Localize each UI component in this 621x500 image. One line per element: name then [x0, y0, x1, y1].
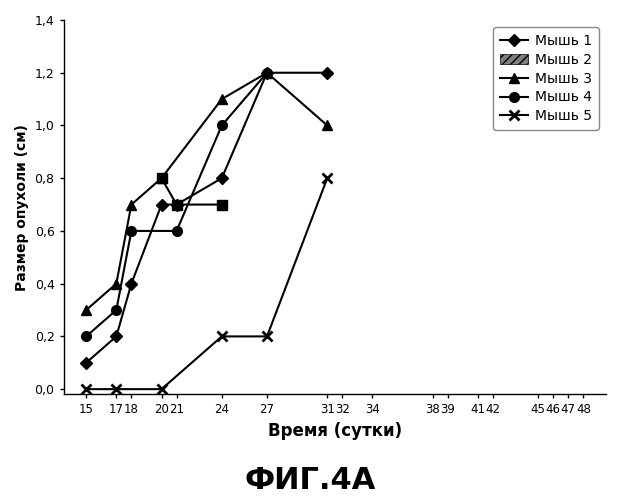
Line: Мышь 4: Мышь 4 [81, 68, 272, 342]
Мышь 3 [158, 175, 165, 181]
Line: Мышь 2: Мышь 2 [156, 174, 227, 210]
Мышь 4 [128, 228, 135, 234]
Мышь 3 [83, 307, 90, 313]
Мышь 5 [324, 175, 331, 181]
Мышь 5 [83, 386, 90, 392]
Line: Мышь 5: Мышь 5 [81, 174, 332, 394]
Мышь 2 [218, 202, 225, 207]
Мышь 5 [158, 386, 165, 392]
Line: Мышь 1: Мышь 1 [82, 68, 332, 367]
Мышь 4 [263, 70, 271, 75]
Мышь 1 [263, 70, 271, 75]
Мышь 4 [173, 228, 180, 234]
Мышь 3 [218, 96, 225, 102]
Мышь 1 [128, 280, 135, 286]
Legend: Мышь 1, Мышь 2, Мышь 3, Мышь 4, Мышь 5: Мышь 1, Мышь 2, Мышь 3, Мышь 4, Мышь 5 [493, 27, 599, 130]
Мышь 3 [263, 70, 271, 75]
Мышь 3 [128, 202, 135, 207]
Мышь 1 [83, 360, 90, 366]
Мышь 4 [112, 307, 120, 313]
X-axis label: Время (сутки): Время (сутки) [268, 422, 402, 440]
Мышь 1 [324, 70, 331, 75]
Line: Мышь 3: Мышь 3 [81, 68, 332, 315]
Мышь 4 [83, 334, 90, 340]
Мышь 1 [218, 175, 225, 181]
Мышь 5 [263, 334, 271, 340]
Мышь 3 [324, 122, 331, 128]
Text: ФИГ.4А: ФИГ.4А [245, 466, 376, 495]
Мышь 5 [218, 334, 225, 340]
Мышь 1 [173, 202, 180, 207]
Мышь 2 [158, 175, 165, 181]
Мышь 4 [218, 122, 225, 128]
Y-axis label: Размер опухоли (см): Размер опухоли (см) [15, 124, 29, 290]
Мышь 1 [112, 334, 120, 340]
Мышь 3 [112, 280, 120, 286]
Мышь 5 [112, 386, 120, 392]
Мышь 2 [173, 202, 180, 207]
Мышь 1 [158, 202, 165, 207]
